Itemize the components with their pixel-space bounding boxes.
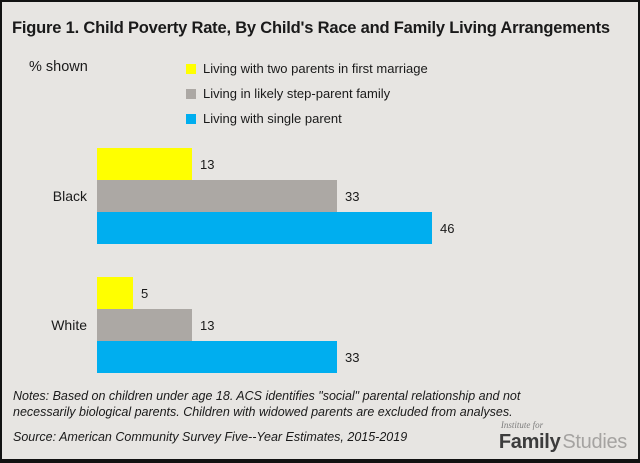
figure-notes: Notes: Based on children under age 18. A… bbox=[13, 388, 520, 420]
bar-value-label: 46 bbox=[440, 220, 455, 236]
legend-label-first-marriage: Living with two parents in first marriag… bbox=[203, 61, 428, 76]
ifs-logo: Institute for Family Studies bbox=[499, 420, 627, 453]
legend-item-first-marriage: Living with two parents in first marriag… bbox=[186, 56, 428, 81]
category-label-black: Black bbox=[52, 188, 87, 204]
bar-value-label: 13 bbox=[200, 156, 215, 172]
bar-row: 46 bbox=[97, 212, 454, 244]
legend-swatch-single-parent bbox=[186, 113, 196, 124]
notes-line-1: Notes: Based on children under age 18. A… bbox=[13, 389, 521, 403]
bar-value-label: 33 bbox=[345, 188, 360, 204]
notes-line-2: necessarily biological parents. Children… bbox=[13, 405, 513, 419]
legend-swatch-step-parent bbox=[186, 88, 196, 99]
legend-item-single-parent: Living with single parent bbox=[186, 106, 428, 131]
logo-institute-for-text: Institute for bbox=[500, 420, 544, 430]
legend-label-step-parent: Living in likely step-parent family bbox=[203, 86, 391, 101]
bar-black-single-parent bbox=[97, 212, 432, 244]
legend-swatch-first-marriage bbox=[186, 63, 196, 74]
bar-row: 5 bbox=[97, 277, 359, 309]
figure-title: Figure 1. Child Poverty Rate, By Child's… bbox=[12, 19, 610, 37]
bar-value-label: 5 bbox=[141, 285, 149, 301]
bar-group-white: 5 13 33 bbox=[97, 277, 359, 373]
bar-value-label: 13 bbox=[200, 317, 215, 333]
bar-white-single-parent bbox=[97, 341, 337, 373]
bar-row: 13 bbox=[97, 148, 454, 180]
legend-label-single-parent: Living with single parent bbox=[203, 111, 342, 126]
bar-white-first-marriage bbox=[97, 277, 133, 309]
logo-family-word: Family bbox=[498, 431, 561, 453]
bar-row: 33 bbox=[97, 180, 454, 212]
figure-source: Source: American Community Survey Five--… bbox=[13, 430, 408, 444]
percent-shown-label: % shown bbox=[29, 59, 88, 75]
bar-white-step-parent bbox=[97, 309, 192, 341]
bar-row: 33 bbox=[97, 341, 359, 373]
logo-family-studies-text: Family Studies bbox=[499, 432, 627, 452]
legend: Living with two parents in first marriag… bbox=[186, 56, 428, 131]
bar-row: 13 bbox=[97, 309, 359, 341]
bar-black-step-parent bbox=[97, 180, 337, 212]
logo-studies-word: Studies bbox=[562, 431, 627, 453]
bar-group-black: 13 33 46 bbox=[97, 148, 454, 244]
bar-value-label: 33 bbox=[345, 349, 360, 365]
category-label-white: White bbox=[51, 317, 87, 333]
bar-black-first-marriage bbox=[97, 148, 192, 180]
legend-item-step-parent: Living in likely step-parent family bbox=[186, 81, 428, 106]
